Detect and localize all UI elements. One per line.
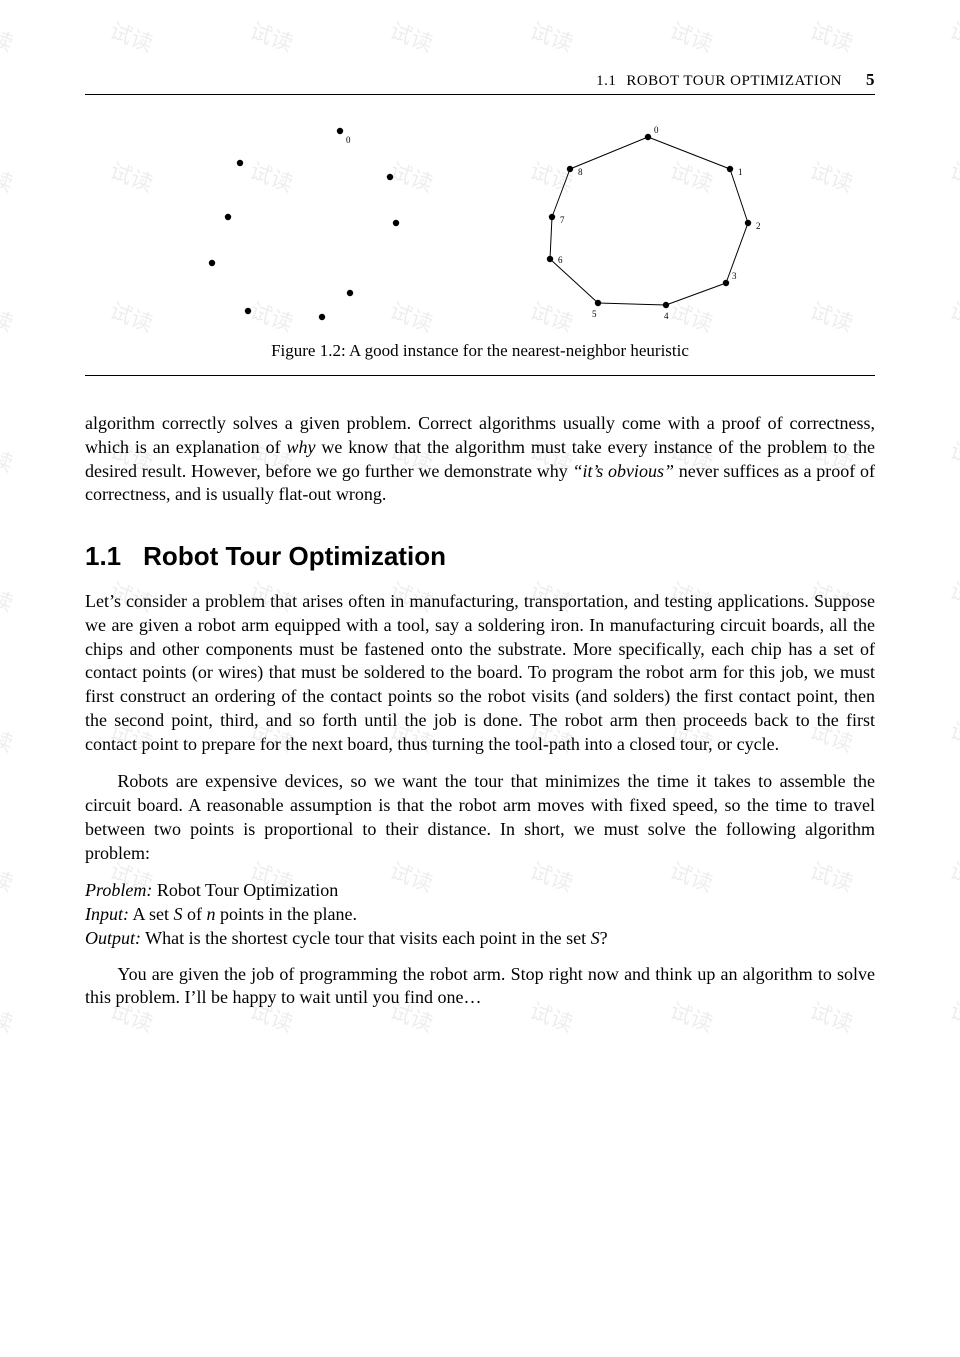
figure-svg: 0 0 1 2 3 4 5 6 7 8 xyxy=(150,113,810,333)
svg-text:2: 2 xyxy=(756,221,761,231)
header-page-number: 5 xyxy=(866,70,875,90)
header-section-number: 1.1 xyxy=(596,73,616,90)
figure-1-2: 0 0 1 2 3 4 5 6 7 8 Figure 1.2: A good instance f… xyxy=(85,113,875,376)
svg-text:6: 6 xyxy=(558,255,563,265)
svg-text:7: 7 xyxy=(560,215,565,225)
input-text: A set S of n points in the plane. xyxy=(129,904,357,924)
svg-text:4: 4 xyxy=(664,311,669,321)
svg-text:3: 3 xyxy=(732,271,737,281)
svg-text:8: 8 xyxy=(578,167,583,177)
output-text: What is the shortest cycle tour that vis… xyxy=(141,928,608,948)
problem-label: Problem: xyxy=(85,880,152,900)
problem-line-input: Input: A set S of n points in the plane. xyxy=(85,903,875,927)
paragraph-3: Robots are expensive devices, so we want… xyxy=(85,770,875,865)
svg-text:0: 0 xyxy=(346,135,351,145)
output-label: Output: xyxy=(85,928,141,948)
section-number: 1.1 xyxy=(85,541,121,571)
problem-block: Problem: Robot Tour Optimization Input: … xyxy=(85,879,875,950)
section-heading: 1.1 Robot Tour Optimization xyxy=(85,541,875,572)
paragraph-lead: algorithm correctly solves a given probl… xyxy=(85,412,875,507)
problem-line-problem: Problem: Robot Tour Optimization xyxy=(85,879,875,903)
paragraph-4: You are given the job of programming the… xyxy=(85,963,875,1011)
figure-caption: Figure 1.2: A good instance for the near… xyxy=(85,341,875,361)
problem-text: Robot Tour Optimization xyxy=(152,880,338,900)
svg-text:1: 1 xyxy=(738,167,743,177)
input-label: Input: xyxy=(85,904,129,924)
running-header: 1.1 ROBOT TOUR OPTIMIZATION 5 xyxy=(85,70,875,95)
page: 1.1 ROBOT TOUR OPTIMIZATION 5 0 0 1 2 3 4 5 6 7 8… xyxy=(0,0,960,1104)
section-title: Robot Tour Optimization xyxy=(143,541,446,571)
problem-line-output: Output: What is the shortest cycle tour … xyxy=(85,927,875,951)
paragraph-2: Let’s consider a problem that arises oft… xyxy=(85,590,875,756)
svg-text:5: 5 xyxy=(592,309,597,319)
svg-text:0: 0 xyxy=(654,125,659,135)
figure-rule xyxy=(85,375,875,376)
header-section-title: ROBOT TOUR OPTIMIZATION xyxy=(626,73,842,90)
